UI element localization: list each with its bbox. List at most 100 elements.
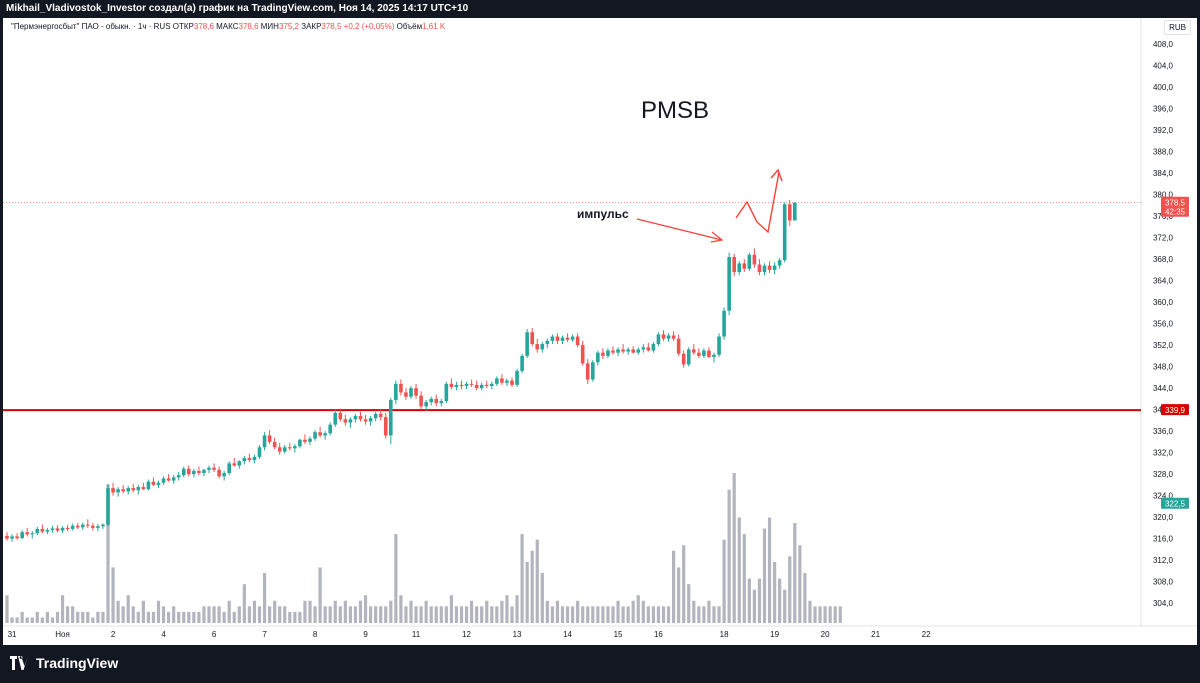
price-axis-tick: 308,0	[1153, 578, 1174, 587]
candle-body	[50, 528, 55, 531]
volume-bar	[565, 606, 570, 623]
volume-bar	[419, 606, 423, 623]
volume-bar	[409, 600, 413, 623]
candle-body	[540, 344, 545, 350]
time-axis-tick: 4	[161, 630, 166, 639]
candle-body	[328, 424, 332, 434]
candle-body	[394, 383, 398, 400]
candle-body	[505, 380, 509, 383]
time-axis-tick: Ноя	[55, 630, 70, 639]
price-axis-tick: 408,0	[1153, 40, 1174, 49]
candle-body	[318, 432, 322, 436]
candle-body	[580, 345, 585, 364]
last-price-marker-bg	[1161, 196, 1189, 217]
candle-body	[156, 482, 161, 485]
time-axis-tick: 14	[563, 630, 572, 639]
volume-bar	[177, 611, 181, 623]
volume-bar	[596, 606, 600, 623]
price-axis-tick: 344,0	[1153, 384, 1174, 393]
candle-body	[722, 310, 726, 337]
volume-bar	[237, 606, 241, 623]
price-chart[interactable]: 304,0 308,0 312,0 316,0 320,0 324,0 328,0 332,0…	[3, 18, 1197, 645]
candle-body	[303, 439, 307, 442]
volume-bar	[631, 600, 635, 623]
candle-body	[793, 202, 797, 221]
volume-bar	[697, 606, 701, 623]
candle-body	[227, 463, 231, 474]
volume-bar	[45, 611, 49, 623]
volume-bar	[813, 606, 817, 623]
volume-bar	[464, 606, 469, 623]
candle-body	[515, 370, 519, 385]
time-axis-tick: 20	[821, 630, 830, 639]
volume-bar	[475, 606, 479, 623]
candle-body	[171, 477, 176, 481]
volume-bar	[616, 600, 620, 623]
volume-bar	[783, 589, 787, 623]
volume-bar	[318, 567, 322, 623]
candle-body	[444, 383, 449, 402]
price-axis-tick: 316,0	[1153, 535, 1174, 544]
candle-body	[141, 487, 146, 490]
candle-body	[126, 488, 130, 492]
candle-body	[242, 458, 247, 462]
currency-button[interactable]: RUB	[1164, 20, 1191, 35]
volume-bar	[803, 573, 807, 623]
volume-bar	[379, 606, 383, 623]
candle-body	[646, 347, 651, 351]
candle-body	[277, 447, 282, 452]
volume-bar	[530, 550, 534, 623]
volume-bar	[71, 606, 75, 623]
candle-body	[343, 419, 348, 423]
price-axis-tick: 360,0	[1153, 298, 1174, 307]
volume-bar	[268, 606, 272, 623]
price-axis-tick: 380,0	[1153, 191, 1174, 200]
candle-body	[272, 441, 277, 448]
volume-bar	[288, 611, 292, 623]
candle-body	[454, 384, 459, 388]
symbol-name[interactable]: "Пермэнергосбыт" ПАО - обыкн. · 1ч · RUS	[11, 22, 171, 31]
volume-bar	[838, 606, 842, 623]
volume-bar	[621, 606, 625, 623]
candle-body	[757, 264, 762, 273]
teal-price-marker-bg	[1161, 497, 1189, 509]
volume-bar	[96, 611, 100, 623]
candle-body	[166, 478, 171, 481]
candle-body	[75, 525, 80, 528]
volume-bar	[66, 606, 70, 623]
volume-bar	[707, 600, 711, 623]
volume-bar	[283, 606, 287, 623]
volume-bar	[459, 606, 464, 623]
volume-bar	[641, 600, 645, 623]
candle-body	[676, 338, 681, 354]
volume-bar	[646, 606, 650, 623]
volume-bar	[161, 606, 166, 623]
price-axis-tick: 388,0	[1153, 148, 1174, 157]
volume-bar	[429, 606, 433, 623]
candle-body	[176, 475, 181, 478]
volume-bar	[444, 606, 448, 623]
volume-label: Объём	[396, 22, 423, 31]
volume-bar	[242, 584, 246, 623]
volume-bar	[86, 611, 90, 623]
volume-bar	[232, 611, 236, 623]
time-axis-tick: 16	[654, 630, 663, 639]
candle-body	[247, 458, 252, 461]
time-axis-tick: 31	[8, 630, 17, 639]
candle-body	[267, 435, 272, 442]
candle-body	[742, 263, 747, 269]
volume-bar	[91, 617, 95, 623]
volume-bar	[454, 606, 459, 623]
chart-panel[interactable]: 304,0 308,0 312,0 316,0 320,0 324,0 328,0 332,0…	[3, 18, 1197, 645]
candle-body	[404, 392, 408, 397]
candle-body	[777, 260, 782, 266]
candle-body	[585, 363, 590, 380]
candle-body	[651, 344, 656, 351]
candle-body	[252, 456, 257, 461]
volume-bar	[586, 606, 590, 623]
volume-bar	[151, 611, 156, 623]
time-axis-tick: 18	[720, 630, 729, 639]
candle-body	[631, 349, 635, 353]
candle-body	[525, 332, 529, 356]
volume-bar	[525, 561, 529, 623]
